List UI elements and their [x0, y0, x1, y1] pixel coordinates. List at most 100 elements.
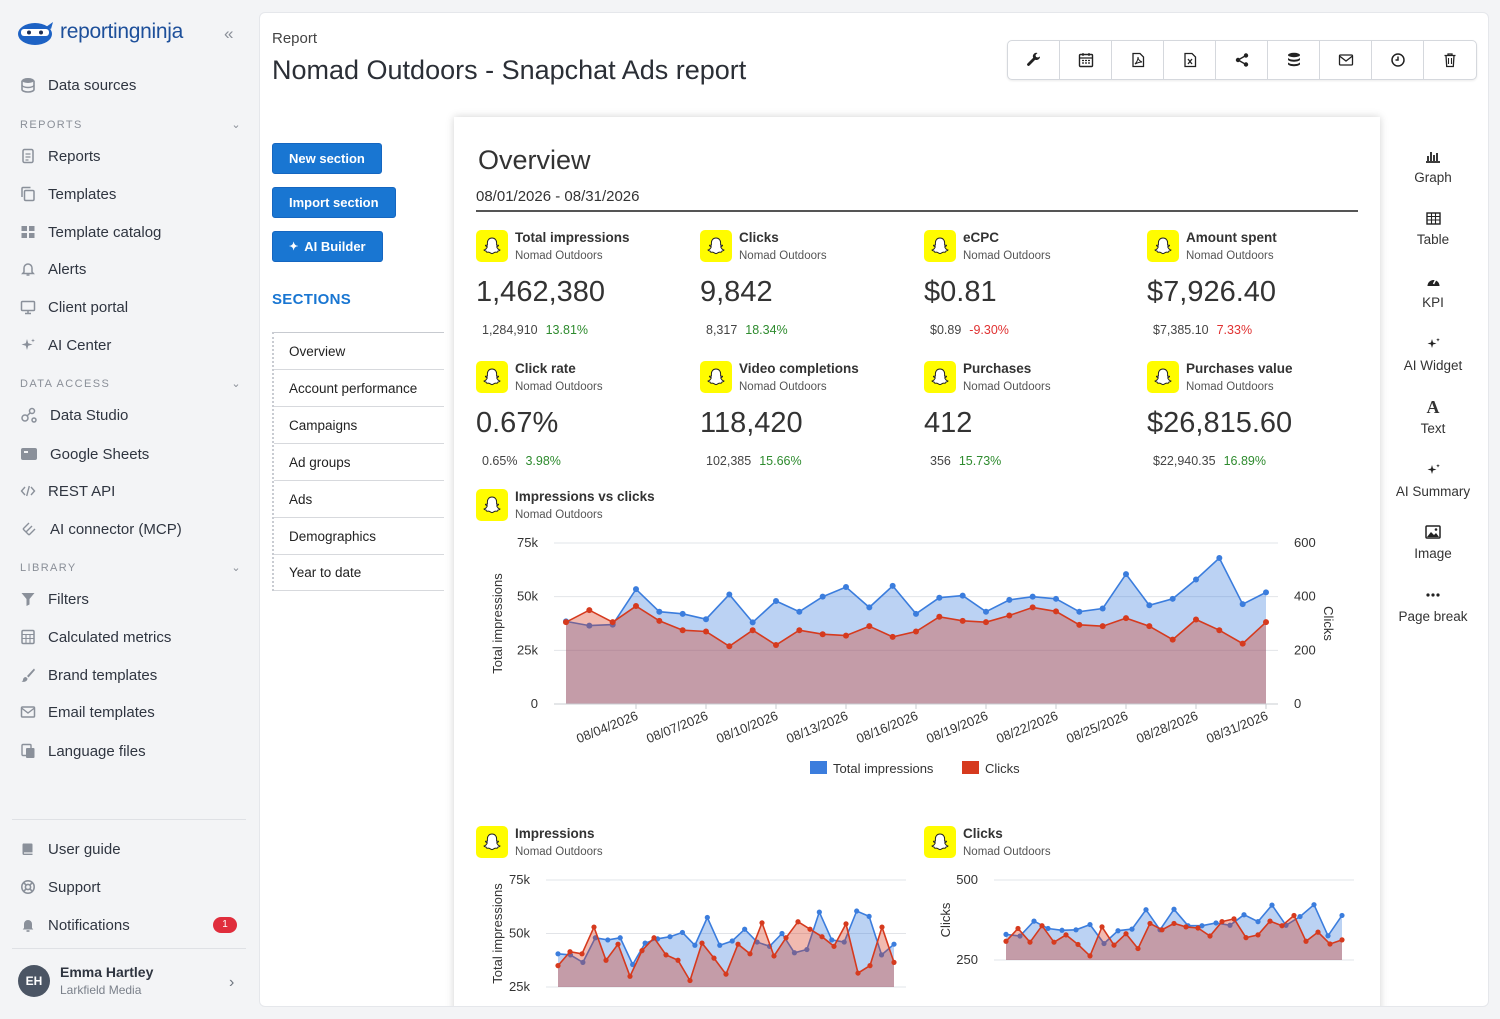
data-point[interactable] — [1193, 576, 1199, 583]
data-point[interactable] — [1123, 571, 1129, 578]
data-point[interactable] — [1339, 937, 1345, 943]
data-point[interactable] — [749, 627, 756, 634]
data-point[interactable] — [843, 632, 849, 639]
data-point[interactable] — [1123, 931, 1129, 937]
sidebar-item-brand-templates[interactable]: Brand templates — [20, 663, 157, 687]
sidebar-item-template-catalog[interactable]: Template catalog — [20, 220, 161, 244]
section-head-reports[interactable]: REPORTS ⌄ — [20, 118, 242, 132]
data-point[interactable] — [687, 977, 693, 984]
sidebar-item-language-files[interactable]: Language files — [20, 739, 146, 763]
sidebar-item-data-studio[interactable]: Data Studio — [20, 403, 128, 427]
data-point[interactable] — [555, 951, 561, 957]
data-point[interactable] — [711, 955, 717, 961]
data-point[interactable] — [1087, 921, 1093, 928]
data-point[interactable] — [586, 622, 593, 629]
data-point[interactable] — [742, 926, 748, 932]
data-point[interactable] — [983, 608, 989, 615]
data-point[interactable] — [1216, 555, 1223, 562]
data-point[interactable] — [1051, 939, 1057, 945]
data-point[interactable] — [726, 591, 733, 598]
data-point[interactable] — [1073, 927, 1079, 933]
data-point[interactable] — [1053, 608, 1059, 615]
data-point[interactable] — [617, 935, 623, 941]
data-point[interactable] — [796, 627, 803, 634]
data-point[interactable] — [773, 641, 779, 648]
data-point[interactable] — [1087, 953, 1093, 959]
data-point[interactable] — [779, 930, 785, 937]
kpi-card[interactable]: eCPC Nomad Outdoors $0.81 $0.89 -9.30% — [924, 230, 1134, 350]
data-point[interactable] — [819, 631, 826, 638]
data-point[interactable] — [1216, 627, 1223, 634]
section-link[interactable]: Overview — [274, 332, 444, 369]
data-point[interactable] — [854, 908, 860, 914]
data-point[interactable] — [1325, 933, 1331, 939]
data-point[interactable] — [759, 920, 765, 926]
data-point[interactable] — [1111, 942, 1117, 948]
chevron-right-icon[interactable]: › — [229, 974, 235, 991]
breadcrumb[interactable]: Report — [272, 30, 318, 47]
data-sources-button[interactable] — [1268, 41, 1320, 79]
data-point[interactable] — [879, 924, 885, 930]
data-point[interactable] — [773, 597, 779, 604]
import-section-button[interactable]: Import section — [272, 187, 396, 218]
sidebar-item-ai-connector[interactable]: AI connector (MCP) — [20, 517, 182, 541]
data-point[interactable] — [1003, 938, 1009, 944]
data-point[interactable] — [841, 939, 847, 945]
data-point[interactable] — [866, 604, 873, 611]
data-point[interactable] — [633, 586, 639, 593]
data-point[interactable] — [878, 952, 885, 958]
data-point[interactable] — [1243, 935, 1249, 941]
data-point[interactable] — [627, 973, 633, 979]
data-point[interactable] — [1076, 608, 1083, 615]
section-link[interactable]: Ads — [274, 480, 444, 517]
sidebar-item-templates[interactable]: Templates — [20, 182, 116, 206]
data-point[interactable] — [1303, 938, 1309, 944]
settings-button[interactable] — [1008, 41, 1060, 79]
data-point[interactable] — [843, 584, 849, 591]
data-point[interactable] — [1267, 918, 1273, 924]
data-point[interactable] — [603, 957, 609, 963]
sidebar-item-data-sources[interactable]: Data sources — [20, 73, 136, 97]
data-point[interactable] — [1027, 939, 1033, 945]
data-point[interactable] — [667, 934, 673, 940]
data-point[interactable] — [1255, 919, 1261, 925]
data-point[interactable] — [889, 633, 896, 640]
sidebar-item-google-sheets[interactable]: Google Sheets — [20, 442, 149, 466]
data-point[interactable] — [703, 616, 709, 623]
data-point[interactable] — [829, 937, 835, 943]
data-point[interactable] — [791, 950, 798, 956]
data-point[interactable] — [1101, 940, 1107, 947]
data-point[interactable] — [1193, 616, 1199, 623]
data-point[interactable] — [804, 946, 810, 953]
section-head-data-access[interactable]: DATA ACCESS ⌄ — [20, 377, 242, 391]
data-point[interactable] — [642, 940, 648, 946]
data-point[interactable] — [936, 594, 943, 601]
sidebar-item-ai-center[interactable]: AI Center — [20, 333, 111, 357]
data-point[interactable] — [1263, 589, 1269, 596]
export-excel-button[interactable] — [1164, 41, 1216, 79]
new-section-button[interactable]: New section — [272, 143, 382, 174]
data-point[interactable] — [816, 909, 822, 915]
data-point[interactable] — [1006, 612, 1013, 619]
data-point[interactable] — [1169, 636, 1176, 643]
collapse-sidebar-icon[interactable]: « — [224, 24, 234, 43]
data-point[interactable] — [1327, 941, 1333, 947]
data-point[interactable] — [735, 941, 741, 947]
add-widget-graph[interactable]: Graph — [1385, 146, 1481, 185]
data-point[interactable] — [579, 951, 585, 957]
data-point[interactable] — [795, 919, 801, 925]
data-point[interactable] — [615, 941, 621, 947]
sidebar-item-filters[interactable]: Filters — [20, 587, 89, 611]
data-point[interactable] — [1017, 933, 1023, 939]
share-button[interactable] — [1216, 41, 1268, 79]
kpi-card[interactable]: Click rate Nomad Outdoors 0.67% 0.65% 3.9… — [476, 361, 686, 481]
sidebar-item-email-templates[interactable]: Email templates — [20, 700, 155, 724]
data-point[interactable] — [1339, 912, 1345, 919]
kpi-card[interactable]: Amount spent Nomad Outdoors $7,926.40 $7… — [1147, 230, 1357, 350]
data-point[interactable] — [1099, 623, 1106, 630]
data-point[interactable] — [580, 959, 586, 965]
impressions-vs-clicks-chart[interactable]: 0 25k 50k 75k 0 200 400 600 Total impressions Cli… — [474, 533, 1354, 783]
data-point[interactable] — [831, 943, 837, 949]
kpi-card[interactable]: Purchases Nomad Outdoors 412 356 15.73% — [924, 361, 1134, 481]
data-point[interactable] — [699, 940, 705, 946]
